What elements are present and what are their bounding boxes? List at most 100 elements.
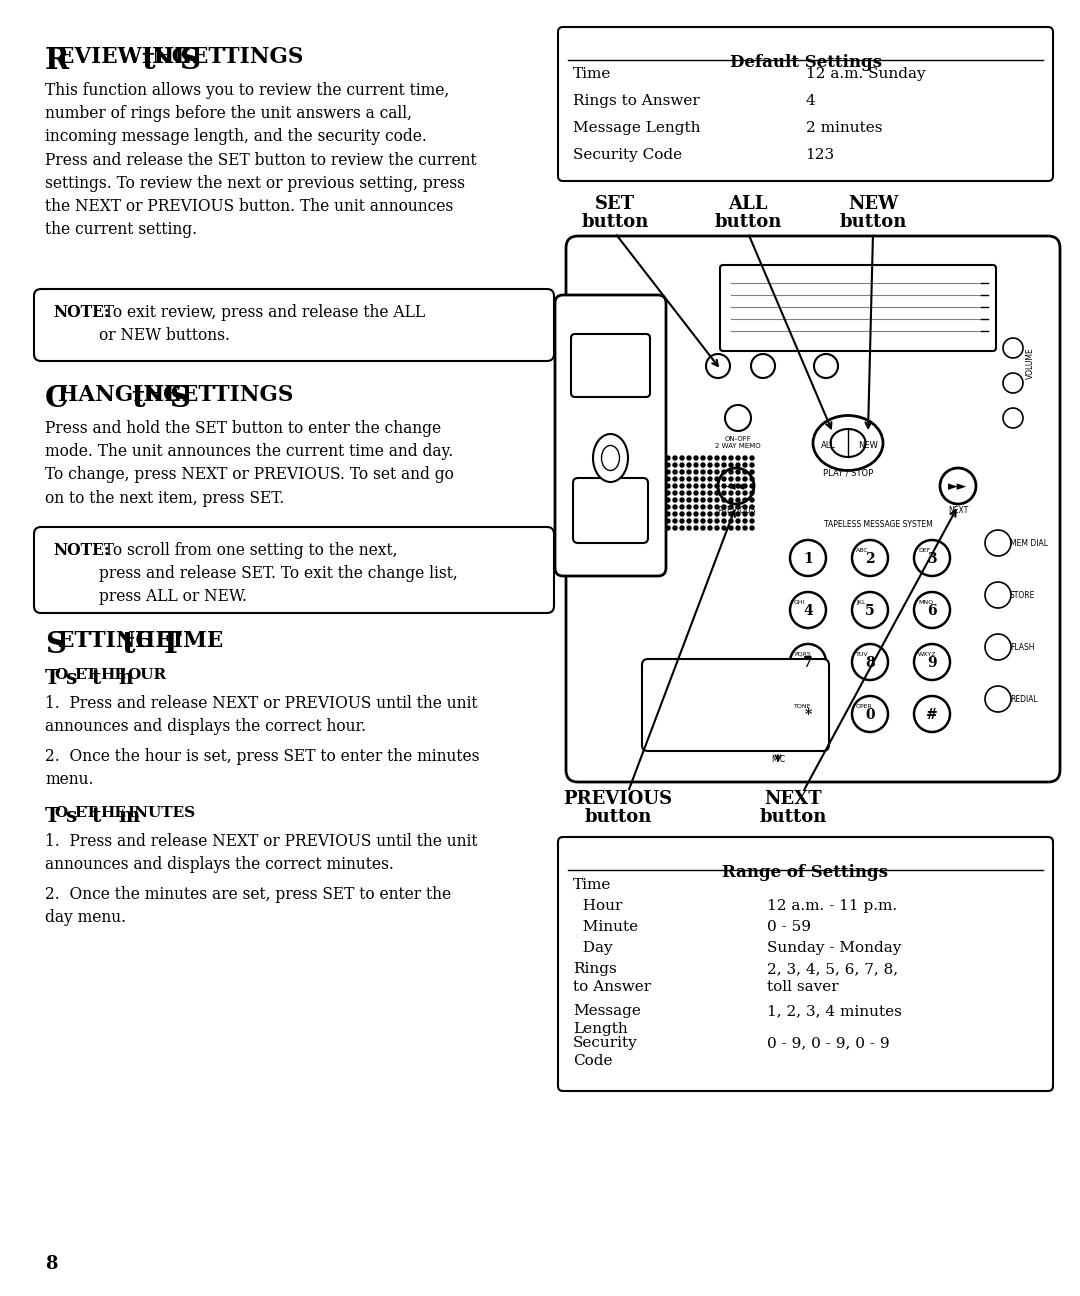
Circle shape	[708, 491, 712, 495]
Circle shape	[701, 518, 705, 524]
Text: m: m	[118, 806, 139, 826]
Text: Minute: Minute	[573, 920, 638, 934]
Circle shape	[680, 483, 684, 489]
Circle shape	[666, 491, 670, 495]
Text: 2.  Once the hour is set, press SET to enter the minutes
menu.: 2. Once the hour is set, press SET to en…	[45, 748, 480, 788]
Text: HE: HE	[153, 45, 190, 67]
Circle shape	[687, 491, 691, 495]
Circle shape	[673, 470, 677, 474]
Text: h: h	[118, 667, 133, 688]
Circle shape	[735, 456, 740, 460]
Text: S: S	[170, 384, 190, 413]
Circle shape	[715, 463, 719, 467]
FancyBboxPatch shape	[33, 527, 554, 613]
Text: 4: 4	[804, 604, 813, 618]
Text: ALL: ALL	[821, 441, 836, 450]
Text: ON-OFF
2 WAY MEMO: ON-OFF 2 WAY MEMO	[715, 435, 760, 448]
Circle shape	[715, 470, 719, 474]
Text: PQRS: PQRS	[794, 652, 811, 657]
Text: Security Code: Security Code	[573, 148, 683, 162]
Circle shape	[666, 483, 670, 489]
Circle shape	[708, 463, 712, 467]
Circle shape	[687, 463, 691, 467]
Circle shape	[680, 491, 684, 495]
Text: 123: 123	[806, 148, 835, 162]
Text: OPER: OPER	[856, 704, 873, 709]
Circle shape	[735, 470, 740, 474]
Circle shape	[729, 512, 733, 516]
Circle shape	[743, 505, 747, 509]
Circle shape	[735, 512, 740, 516]
FancyBboxPatch shape	[720, 264, 996, 351]
Circle shape	[694, 470, 698, 474]
Circle shape	[673, 498, 677, 502]
Text: Sunday - Monday: Sunday - Monday	[767, 941, 901, 955]
Text: 6: 6	[928, 604, 936, 618]
Circle shape	[701, 470, 705, 474]
Text: T: T	[45, 806, 60, 826]
Circle shape	[729, 483, 733, 489]
Circle shape	[701, 526, 705, 530]
Circle shape	[735, 498, 740, 502]
Text: ET: ET	[73, 806, 97, 820]
FancyBboxPatch shape	[566, 236, 1059, 781]
Circle shape	[701, 456, 705, 460]
Circle shape	[680, 477, 684, 481]
Text: T: T	[160, 630, 181, 658]
Circle shape	[673, 518, 677, 524]
Circle shape	[729, 526, 733, 530]
Text: NOTE:: NOTE:	[53, 542, 109, 559]
Circle shape	[723, 491, 726, 495]
Text: NOTE:: NOTE:	[53, 305, 109, 321]
Text: HE: HE	[145, 384, 181, 406]
Text: GHI: GHI	[794, 600, 806, 605]
Circle shape	[694, 456, 698, 460]
Text: button: button	[839, 213, 907, 231]
Text: PLAY / STOP: PLAY / STOP	[823, 469, 873, 478]
Text: EVIEWING: EVIEWING	[58, 45, 190, 67]
Circle shape	[729, 518, 733, 524]
Circle shape	[701, 463, 705, 467]
Text: 1.  Press and release NEXT or PREVIOUS until the unit
announces and displays the: 1. Press and release NEXT or PREVIOUS un…	[45, 833, 477, 874]
Circle shape	[723, 470, 726, 474]
Circle shape	[729, 470, 733, 474]
Circle shape	[723, 512, 726, 516]
Circle shape	[735, 477, 740, 481]
Circle shape	[666, 463, 670, 467]
Circle shape	[673, 512, 677, 516]
Text: 2, 3, 4, 5, 6, 7, 8,
toll saver: 2, 3, 4, 5, 6, 7, 8, toll saver	[767, 962, 897, 994]
Text: 1.  Press and release NEXT or PREVIOUS until the unit
announces and displays the: 1. Press and release NEXT or PREVIOUS un…	[45, 695, 477, 735]
Circle shape	[743, 526, 747, 530]
Text: NEXT: NEXT	[948, 505, 968, 515]
Text: IME: IME	[173, 630, 222, 652]
Text: button: button	[584, 807, 651, 826]
Text: TAPELESS MESSAGE SYSTEM: TAPELESS MESSAGE SYSTEM	[824, 520, 932, 529]
Text: HE: HE	[135, 630, 172, 652]
Circle shape	[708, 512, 712, 516]
Text: ETTINGS: ETTINGS	[192, 45, 303, 67]
Text: Press and hold the SET button to enter the change
mode. The unit announces the c: Press and hold the SET button to enter t…	[45, 420, 454, 507]
Text: To exit review, press and release the ALL
or NEW buttons.: To exit review, press and release the AL…	[99, 305, 426, 343]
Circle shape	[750, 456, 754, 460]
Circle shape	[680, 512, 684, 516]
Text: REDIAL: REDIAL	[1010, 696, 1038, 705]
Text: MEM DIAL: MEM DIAL	[1010, 539, 1048, 548]
Circle shape	[666, 505, 670, 509]
Circle shape	[735, 463, 740, 467]
Circle shape	[680, 526, 684, 530]
Circle shape	[694, 498, 698, 502]
Circle shape	[750, 491, 754, 495]
Circle shape	[715, 456, 719, 460]
Circle shape	[680, 456, 684, 460]
Circle shape	[680, 470, 684, 474]
Circle shape	[708, 526, 712, 530]
Circle shape	[701, 477, 705, 481]
Text: JKL: JKL	[856, 600, 865, 605]
Circle shape	[715, 505, 719, 509]
Circle shape	[743, 463, 747, 467]
Text: Rings to Answer: Rings to Answer	[573, 95, 700, 108]
Text: ETTINGS: ETTINGS	[183, 384, 294, 406]
Circle shape	[750, 518, 754, 524]
Circle shape	[729, 505, 733, 509]
Circle shape	[687, 483, 691, 489]
